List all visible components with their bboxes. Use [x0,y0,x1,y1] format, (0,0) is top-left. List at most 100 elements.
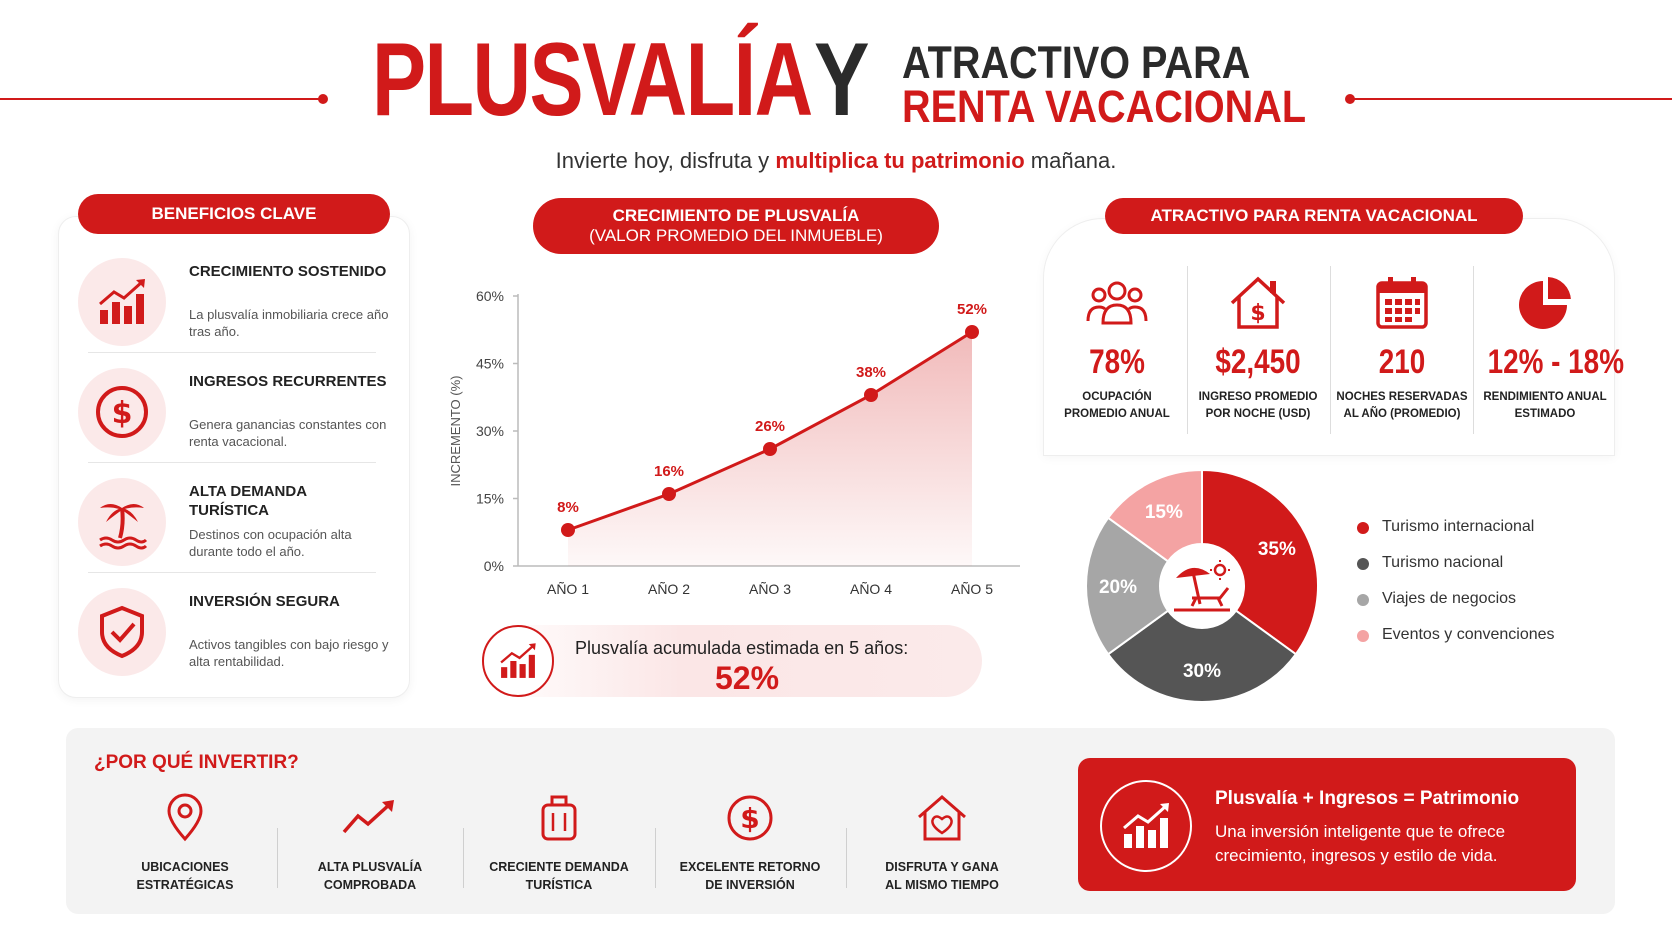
dollar-circle-icon: $ [665,790,835,846]
why-label-line1: UBICACIONES [141,860,229,874]
why-item-enjoy: DISFRUTA Y GANA AL MISMO TIEMPO [857,790,1027,894]
tagline: Invierte hoy, disfruta y multiplica tu p… [0,148,1672,174]
summary-title: Plusvalía + Ingresos = Patrimonio [1215,788,1520,809]
beach-umbrella-icon [1160,544,1244,628]
why-item-return: $ EXCELENTE RETORNO DE INVERSIÓN [665,790,835,894]
slice-label: 15% [1145,502,1183,523]
summary-desc: Una inversión inteligente que te ofrece … [1215,822,1506,865]
why-item-demand: CRECIENTE DEMANDA TURÍSTICA [474,790,644,894]
benefit-desc: La plusvalía inmobiliaria crece año tras… [189,307,389,339]
growth-title-line1: CRECIMIENTO DE PLUSVALÍA [612,206,860,225]
benefit-desc: Genera ganancias constantes con renta va… [189,417,387,449]
legend-dot-business [1357,594,1369,606]
svg-text:$: $ [1250,301,1265,326]
pie-chart-icon [1475,272,1615,334]
accumulated-value: 52% [715,660,780,696]
stat-label: RENDIMIENTO ANUAL ESTIMADO [1475,389,1615,423]
slice-label: 35% [1258,539,1296,560]
stat-nights: 210 NOCHES RESERVADAS AL AÑO (PROMEDIO) [1332,272,1472,423]
why-label: DISFRUTA Y GANA AL MISMO TIEMPO [857,858,1027,894]
why-label: ALTA PLUSVALÍA COMPROBADA [285,858,455,894]
tourism-donut-chart: 35% 30% 20% 15% [1085,468,1319,703]
x-tick-label: AÑO 1 [547,581,589,597]
data-label: 26% [755,418,785,435]
y-tick-label: 0% [484,558,504,574]
benefit-item-secure: INVERSIÓN SEGURA Activos tangibles con b… [78,580,398,684]
header-dot-left [318,94,328,104]
svg-text:$: $ [740,802,759,835]
legend-label: Turismo internacional [1382,518,1535,535]
why-label: UBICACIONES ESTRATÉGICAS [100,858,270,894]
calendar-icon [1332,272,1472,334]
y-tick-label: 60% [476,288,504,304]
legend-label: Turismo nacional [1382,554,1504,571]
growth-title-pill: CRECIMIENTO DE PLUSVALÍA (VALOR PROMEDIO… [533,198,939,254]
title-right-line1: ATRACTIVO PARA [902,37,1251,88]
trend-up-icon [285,790,455,846]
why-label-line1: DISFRUTA Y GANA [885,860,999,874]
y-tick-label: 15% [476,491,504,507]
data-point [864,388,878,402]
benefit-desc: Destinos con ocupación alta durante todo… [189,527,352,559]
accumulated-label: Plusvalía acumulada estimada en 5 años: [575,638,909,658]
data-point [763,442,777,456]
x-tick-label: AÑO 4 [850,581,892,597]
stat-divider [1330,266,1331,434]
growth-title-line2: (VALOR PROMEDIO DEL INMUEBLE) [589,226,883,245]
stat-income: $ $2,450 INGRESO PROMEDIO POR NOCHE (USD) [1188,272,1328,423]
house-dollar-icon: $ [1188,272,1328,334]
data-point [965,325,979,339]
tagline-before: Invierte hoy, disfruta y [555,148,776,173]
stat-label-line2: AL AÑO (PROMEDIO) [1343,408,1461,421]
stat-label-line2: POR NOCHE (USD) [1205,408,1311,421]
x-tick-label: AÑO 5 [951,581,993,597]
growth-line-chart: 0% 15% 30% 45% 60% INCREMENTO (%) 8% AÑO 1 16% AÑ… [448,288,1020,597]
stat-value: 78% [1089,343,1145,381]
title-conjunction: Y [814,22,870,138]
house-heart-icon [857,790,1027,846]
why-label-line1: ALTA PLUSVALÍA [317,860,423,874]
stat-occupancy: 78% OCUPACIÓN PROMEDIO ANUAL [1047,272,1187,423]
stat-value: 210 [1378,343,1426,381]
y-tick-label: 30% [476,423,504,439]
stat-label: OCUPACIÓN PROMEDIO ANUAL [1047,389,1187,423]
stat-label-line2: PROMEDIO ANUAL [1064,408,1170,421]
accumulated-box [482,625,982,697]
title-main: PLUSVALÍA [372,22,813,138]
stat-label-line1: RENDIMIENTO ANUAL [1483,391,1607,404]
dollar-circle-icon: $ [78,368,166,456]
stat-label: INGRESO PROMEDIO POR NOCHE (USD) [1188,389,1328,423]
legend-dot-national [1357,558,1369,570]
why-label-line2: ESTRATÉGICAS [136,878,234,892]
header-line-right [1350,98,1672,100]
stat-divider [1187,266,1188,434]
legend-label: Eventos y convenciones [1382,626,1555,643]
benefit-title: ALTA DEMANDA TURÍSTICA [189,483,307,519]
growth-chart-white-icon [1100,780,1192,872]
x-tick-label: AÑO 3 [749,581,791,597]
location-pin-icon [100,790,270,846]
legend-dot-international [1357,522,1369,534]
why-label-line2: COMPROBADA [323,878,417,892]
slice-label: 30% [1183,661,1221,682]
data-point [561,523,575,537]
why-invest-title: ¿POR QUÉ INVERTIR? [94,752,299,773]
why-label-line2: AL MISMO TIEMPO [885,878,999,892]
data-point [662,487,676,501]
rental-title-pill: ATRACTIVO PARA RENTA VACACIONAL [1105,198,1523,234]
why-item-locations: UBICACIONES ESTRATÉGICAS [100,790,270,894]
benefits-title-pill: BENEFICIOS CLAVE [78,194,390,234]
legend-dot-events [1357,630,1369,642]
benefit-title: CRECIMIENTO SOSTENIDO [189,263,387,280]
stat-label-line2: ESTIMADO [1514,408,1576,421]
benefit-item-demand: ALTA DEMANDA TURÍSTICA Destinos con ocup… [78,470,398,574]
rental-card [1043,218,1615,456]
why-label-line2: DE INVERSIÓN [705,878,795,892]
benefit-desc: Activos tangibles con bajo riesgo y alta… [189,637,389,669]
stat-divider [1473,266,1474,434]
x-tick-label: AÑO 2 [648,581,690,597]
growth-chart-icon [482,625,554,697]
data-label: 16% [654,463,684,480]
benefit-title: INGRESOS RECURRENTES [189,373,387,390]
suitcase-icon [474,790,644,846]
